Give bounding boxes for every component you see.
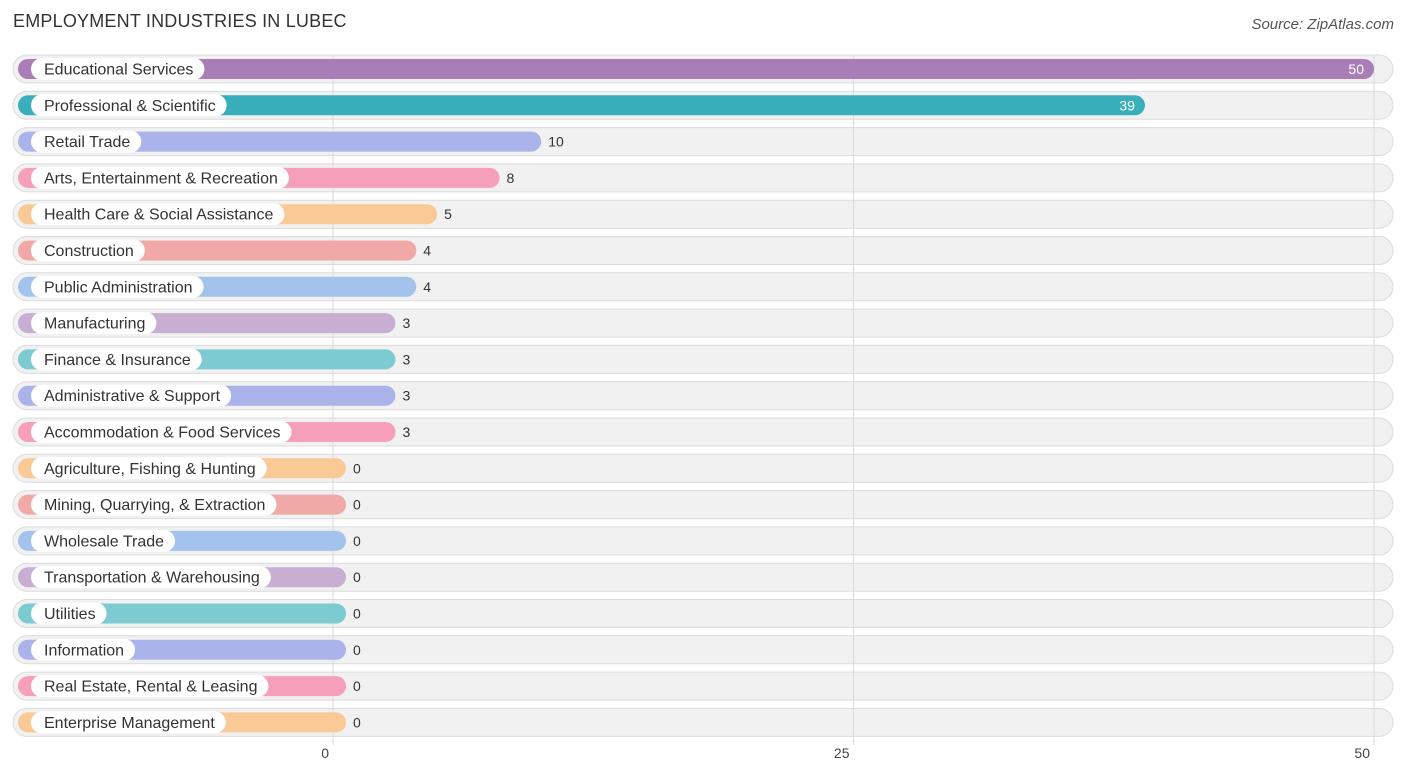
bar-label: Mining, Quarrying, & Extraction xyxy=(44,497,265,514)
bar-label: Utilities xyxy=(44,606,96,623)
row-track xyxy=(12,453,1394,483)
data-label: 4 xyxy=(423,243,431,259)
row-track xyxy=(12,526,1394,556)
bar-label: Real Estate, Rental & Leasing xyxy=(44,679,257,696)
row-track xyxy=(12,490,1394,520)
bar-label-pill xyxy=(31,711,226,734)
bar-label: Manufacturing xyxy=(44,316,145,333)
bar-label: Accommodation & Food Services xyxy=(44,425,281,442)
bar-label-pill xyxy=(31,384,232,407)
bar-label: Construction xyxy=(44,243,134,260)
bar-label-pill xyxy=(31,58,205,80)
data-label: 0 xyxy=(353,569,361,585)
data-label: 8 xyxy=(507,170,515,186)
bar-label-pill xyxy=(31,239,145,262)
chart-source: Source: ZipAtlas.com xyxy=(1251,16,1394,33)
bar xyxy=(18,59,1374,79)
bar-label: Wholesale Trade xyxy=(44,533,164,550)
data-label: 4 xyxy=(423,279,431,295)
bar-label-pill xyxy=(31,130,142,153)
bar xyxy=(18,95,1145,116)
row-track xyxy=(12,599,1394,628)
chart-title: EMPLOYMENT INDUSTRIES IN LUBEC xyxy=(13,11,347,31)
row-track xyxy=(12,635,1394,665)
bar-label: Finance & Insurance xyxy=(44,352,191,369)
row-track xyxy=(12,671,1394,701)
bar-label: Professional & Scientific xyxy=(44,98,216,115)
bar-label-pill xyxy=(31,166,289,189)
bar-label: Arts, Entertainment & Recreation xyxy=(44,170,278,187)
data-label: 0 xyxy=(353,606,361,622)
bar-label: Retail Trade xyxy=(44,134,130,151)
bar-label: Educational Services xyxy=(44,62,193,79)
data-label: 0 xyxy=(353,497,361,513)
bar-label-pill xyxy=(31,675,269,698)
bar-label-pill xyxy=(31,602,107,625)
bar-label-pill xyxy=(31,312,157,335)
bar-label-pill xyxy=(31,275,204,298)
data-label: 0 xyxy=(353,533,361,549)
bar-label: Transportation & Warehousing xyxy=(44,570,260,587)
row-track xyxy=(12,707,1394,737)
bar-label: Public Administration xyxy=(44,279,193,296)
data-label: 5 xyxy=(444,206,452,222)
bar-label-pill xyxy=(31,638,136,661)
data-label: 3 xyxy=(402,351,410,367)
bar-label: Information xyxy=(44,642,124,659)
bar-label: Administrative & Support xyxy=(44,388,221,405)
bar-label-pill xyxy=(31,94,227,117)
bar-label-pill xyxy=(31,421,292,443)
bar-label: Enterprise Management xyxy=(44,715,215,732)
x-tick-label: 25 xyxy=(834,745,850,761)
bar-label-pill xyxy=(31,493,277,516)
data-label: 3 xyxy=(402,388,410,404)
row-track xyxy=(12,562,1394,592)
bar-label: Agriculture, Fishing & Hunting xyxy=(44,461,256,478)
bar-label-pill xyxy=(31,203,285,226)
bar-label-pill xyxy=(31,457,267,480)
data-label: 0 xyxy=(353,714,361,730)
data-label: 10 xyxy=(548,134,564,150)
bar-label: Health Care & Social Assistance xyxy=(44,207,274,224)
data-label: 50 xyxy=(1348,61,1364,77)
data-label: 3 xyxy=(402,424,410,440)
bar xyxy=(18,131,542,152)
data-label: 0 xyxy=(353,460,361,476)
bar-label-pill xyxy=(31,348,202,371)
data-label: 39 xyxy=(1119,97,1135,113)
x-tick-label: 50 xyxy=(1354,745,1370,761)
data-label: 0 xyxy=(353,642,361,658)
bar-label-pill xyxy=(31,529,176,552)
data-label: 0 xyxy=(353,678,361,694)
bar-label-pill xyxy=(31,566,271,589)
x-tick-label: 0 xyxy=(321,745,329,761)
data-label: 3 xyxy=(402,315,410,331)
